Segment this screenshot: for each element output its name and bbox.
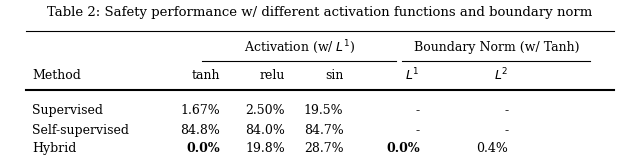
Text: -: - [504, 104, 508, 117]
Text: tanh: tanh [191, 69, 220, 82]
Text: -: - [416, 104, 420, 117]
Text: Table 2: Safety performance w/ different activation functions and boundary norm: Table 2: Safety performance w/ different… [47, 6, 593, 19]
Text: -: - [504, 124, 508, 137]
Text: 84.8%: 84.8% [180, 124, 220, 137]
Text: 28.7%: 28.7% [304, 142, 344, 155]
Text: 19.5%: 19.5% [304, 104, 344, 117]
Text: 84.7%: 84.7% [304, 124, 344, 137]
Text: sin: sin [325, 69, 344, 82]
Text: 19.8%: 19.8% [245, 142, 285, 155]
Text: -: - [416, 124, 420, 137]
Text: 84.0%: 84.0% [245, 124, 285, 137]
Text: Self-supervised: Self-supervised [32, 124, 129, 137]
Text: $L^1$: $L^1$ [405, 67, 420, 83]
Text: 1.67%: 1.67% [180, 104, 220, 117]
Text: relu: relu [259, 69, 285, 82]
Text: $L^2$: $L^2$ [493, 67, 508, 83]
Text: 0.4%: 0.4% [476, 142, 508, 155]
Text: Supervised: Supervised [32, 104, 103, 117]
Text: Method: Method [32, 69, 81, 82]
Text: 0.0%: 0.0% [387, 142, 420, 155]
Text: 2.50%: 2.50% [245, 104, 285, 117]
Text: Hybrid: Hybrid [32, 142, 76, 155]
Text: 0.0%: 0.0% [186, 142, 220, 155]
Text: Activation (w/ $L^1$): Activation (w/ $L^1$) [244, 39, 355, 56]
Text: Boundary Norm (w/ Tanh): Boundary Norm (w/ Tanh) [413, 41, 579, 54]
